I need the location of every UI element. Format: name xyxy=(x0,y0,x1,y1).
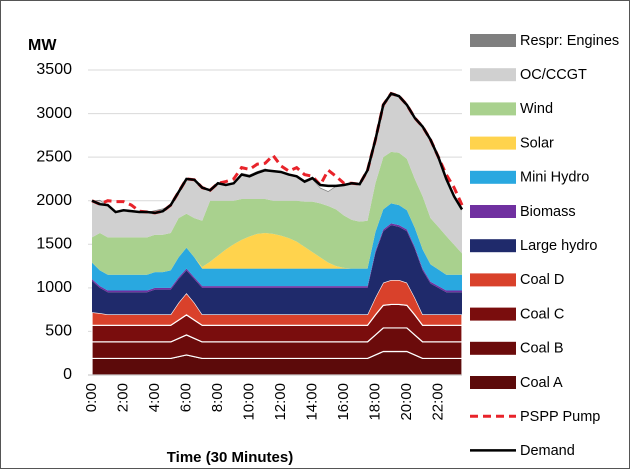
y-tick-label: 0 xyxy=(63,366,72,383)
x-tick-label: 0:00 xyxy=(83,383,100,412)
legend-label: Mini Hydro xyxy=(520,170,589,186)
legend-label: Respr: Engines xyxy=(520,33,619,49)
legend-swatch xyxy=(470,68,516,82)
y-axis-label: MW xyxy=(28,37,57,54)
y-tick-label: 1000 xyxy=(36,279,72,296)
legend-swatch xyxy=(470,239,516,253)
x-tick-label: 8:00 xyxy=(209,383,226,412)
x-tick-label: 20:00 xyxy=(398,383,415,421)
y-tick-label: 3500 xyxy=(36,61,72,78)
legend-label: Demand xyxy=(520,443,575,459)
x-tick-label: 14:00 xyxy=(303,383,320,421)
area xyxy=(92,203,462,275)
area xyxy=(92,225,462,315)
legend-label: Large hydro xyxy=(520,238,597,254)
legend-swatch xyxy=(470,34,516,47)
x-tick-label: 6:00 xyxy=(177,383,194,412)
legend-swatch xyxy=(470,376,516,389)
y-tick-label: 2500 xyxy=(36,148,72,165)
legend-swatch xyxy=(470,170,516,184)
legend-swatch xyxy=(470,341,516,355)
x-tick-label: 2:00 xyxy=(114,383,131,412)
legend-swatch xyxy=(470,136,516,150)
area xyxy=(92,203,462,291)
legend-label: Wind xyxy=(520,101,553,117)
legend-label: Coal D xyxy=(520,272,564,288)
area xyxy=(92,94,462,254)
line xyxy=(91,92,464,215)
legend-swatch xyxy=(470,102,516,116)
y-tick-label: 2000 xyxy=(36,192,72,209)
legend-label: Solar xyxy=(520,135,554,151)
legend-swatch xyxy=(470,205,516,218)
x-tick-label: 12:00 xyxy=(272,383,289,421)
y-tick-label: 3000 xyxy=(36,105,72,122)
legend-swatch xyxy=(470,307,516,321)
x-axis-label: Time (30 Minutes) xyxy=(167,449,293,466)
x-tick-label: 4:00 xyxy=(146,383,163,412)
x-tick-label: 22:00 xyxy=(429,383,446,421)
legend-label: Biomass xyxy=(520,204,576,220)
area xyxy=(91,279,463,326)
legend-label: Coal B xyxy=(520,341,564,357)
legend-label: PSPP Pump xyxy=(520,409,600,425)
x-tick-label: 16:00 xyxy=(335,383,352,421)
legend-label: OC/CCGT xyxy=(520,67,587,83)
x-tick-label: 10:00 xyxy=(240,383,257,421)
legend-swatch xyxy=(470,273,516,287)
area xyxy=(92,151,462,275)
legend-label: Coal C xyxy=(520,306,564,322)
legend-label: Coal A xyxy=(520,375,563,391)
x-tick-label: 18:00 xyxy=(366,383,383,421)
y-tick-label: 1500 xyxy=(36,236,72,253)
y-tick-label: 500 xyxy=(45,323,72,340)
